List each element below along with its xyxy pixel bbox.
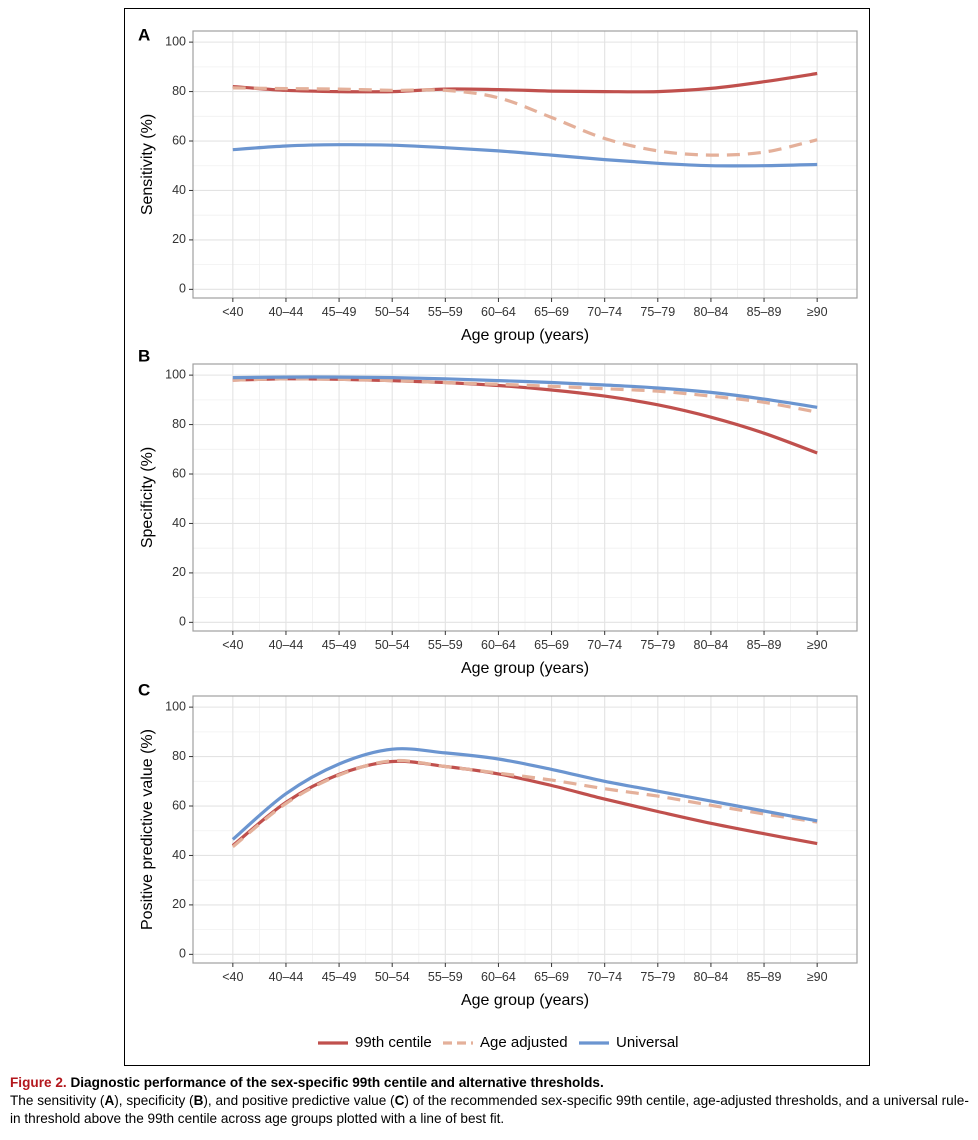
x-tick-label: 40–44 [269, 970, 304, 984]
legend-label: Age adjusted [480, 1034, 568, 1051]
y-tick-label: 20 [172, 565, 186, 579]
caption-title-line: Figure 2. Diagnostic performance of the … [10, 1074, 972, 1092]
x-tick-label: 85–89 [747, 970, 782, 984]
x-axis-title: Age group (years) [461, 992, 589, 1009]
y-tick-label: 0 [179, 947, 186, 961]
x-tick-label: 70–74 [587, 970, 622, 984]
x-tick-label: 55–59 [428, 970, 463, 984]
y-tick-label: 60 [172, 133, 186, 147]
x-tick-label: 70–74 [587, 638, 622, 652]
x-axis-title: Age group (years) [461, 660, 589, 677]
caption-panel-ref: B [193, 1093, 204, 1108]
x-tick-label: 80–84 [694, 638, 729, 652]
x-tick-label: 40–44 [269, 638, 304, 652]
series-line-age-adjusted [232, 377, 818, 414]
y-tick-label: 40 [172, 516, 186, 530]
y-tick-label: 80 [172, 84, 186, 98]
y-tick-label: 40 [172, 848, 186, 862]
y-tick-label: 0 [179, 615, 186, 629]
y-tick-label: 60 [172, 466, 186, 480]
series-line-99th-centile [232, 377, 818, 455]
series-line-universal [232, 143, 818, 168]
y-tick-label: 20 [172, 897, 186, 911]
y-tick-label: 40 [172, 183, 186, 197]
y-tick-label: 0 [179, 282, 186, 296]
y-tick-label: 60 [172, 798, 186, 812]
x-tick-label: 60–64 [481, 305, 516, 319]
y-tick-label: 80 [172, 417, 186, 431]
plot-border [192, 695, 858, 964]
y-tick-label: 80 [172, 749, 186, 763]
x-tick-label: <40 [222, 305, 243, 319]
x-tick-label: ≥90 [807, 305, 828, 319]
caption-text: ) of the recommended sex-specific 99th c… [10, 1093, 969, 1126]
series-line-age-adjusted [232, 86, 818, 157]
y-tick-label: 100 [165, 367, 186, 381]
series-line-99th-centile [231, 759, 818, 847]
x-tick-label: 55–59 [428, 305, 463, 319]
y-axis-title: Specificity (%) [139, 447, 156, 548]
x-tick-label: 60–64 [481, 638, 516, 652]
x-tick-label: 40–44 [269, 305, 304, 319]
figure-label: Figure 2. [10, 1075, 67, 1090]
x-tick-label: 45–49 [322, 638, 357, 652]
x-tick-label: 70–74 [587, 305, 622, 319]
plot-border [192, 363, 858, 632]
caption-title: Diagnostic performance of the sex-specif… [70, 1075, 604, 1090]
figure-frame [124, 8, 870, 1066]
x-tick-label: 65–69 [534, 638, 569, 652]
x-tick-label: 50–54 [375, 638, 410, 652]
figure-caption: Figure 2. Diagnostic performance of the … [10, 1074, 972, 1128]
x-tick-label: 75–79 [640, 638, 675, 652]
series-line-universal [232, 375, 818, 409]
caption-body: The sensitivity (A), specificity (B), an… [10, 1092, 972, 1128]
x-tick-label: 85–89 [747, 638, 782, 652]
y-tick-label: 20 [172, 232, 186, 246]
series-line-age-adjusted [231, 758, 818, 849]
legend-label: 99th centile [355, 1034, 432, 1051]
x-axis-title: Age group (years) [461, 327, 589, 344]
x-tick-label: 50–54 [375, 970, 410, 984]
x-tick-label: 75–79 [640, 305, 675, 319]
caption-text: ), and positive predictive value ( [203, 1093, 395, 1108]
x-tick-label: 80–84 [694, 305, 729, 319]
legend-label: Universal [616, 1034, 679, 1051]
x-tick-label: ≥90 [807, 638, 828, 652]
x-tick-label: 60–64 [481, 970, 516, 984]
y-tick-label: 100 [165, 699, 186, 713]
x-tick-label: <40 [222, 970, 243, 984]
y-tick-label: 100 [165, 34, 186, 48]
series-line-universal [231, 747, 818, 841]
x-tick-label: 55–59 [428, 638, 463, 652]
x-tick-label: 45–49 [322, 305, 357, 319]
x-tick-label: <40 [222, 638, 243, 652]
panel-label: B [138, 346, 150, 365]
panel-label: A [138, 25, 150, 44]
caption-text: The sensitivity ( [10, 1093, 105, 1108]
y-axis-title: Positive predictive value (%) [139, 729, 156, 930]
x-tick-label: 75–79 [640, 970, 675, 984]
panel-label: C [138, 680, 150, 699]
x-tick-label: 85–89 [747, 305, 782, 319]
x-tick-label: 65–69 [534, 970, 569, 984]
caption-panel-ref: A [104, 1093, 115, 1108]
series-line-99th-centile [232, 71, 818, 94]
x-tick-label: 45–49 [322, 970, 357, 984]
y-axis-title: Sensitivity (%) [139, 114, 156, 215]
x-tick-label: ≥90 [807, 970, 828, 984]
x-tick-label: 80–84 [694, 970, 729, 984]
x-tick-label: 65–69 [534, 305, 569, 319]
caption-text: ), specificity ( [114, 1093, 194, 1108]
caption-panel-ref: C [394, 1093, 405, 1108]
plot-border [192, 30, 858, 299]
x-tick-label: 50–54 [375, 305, 410, 319]
